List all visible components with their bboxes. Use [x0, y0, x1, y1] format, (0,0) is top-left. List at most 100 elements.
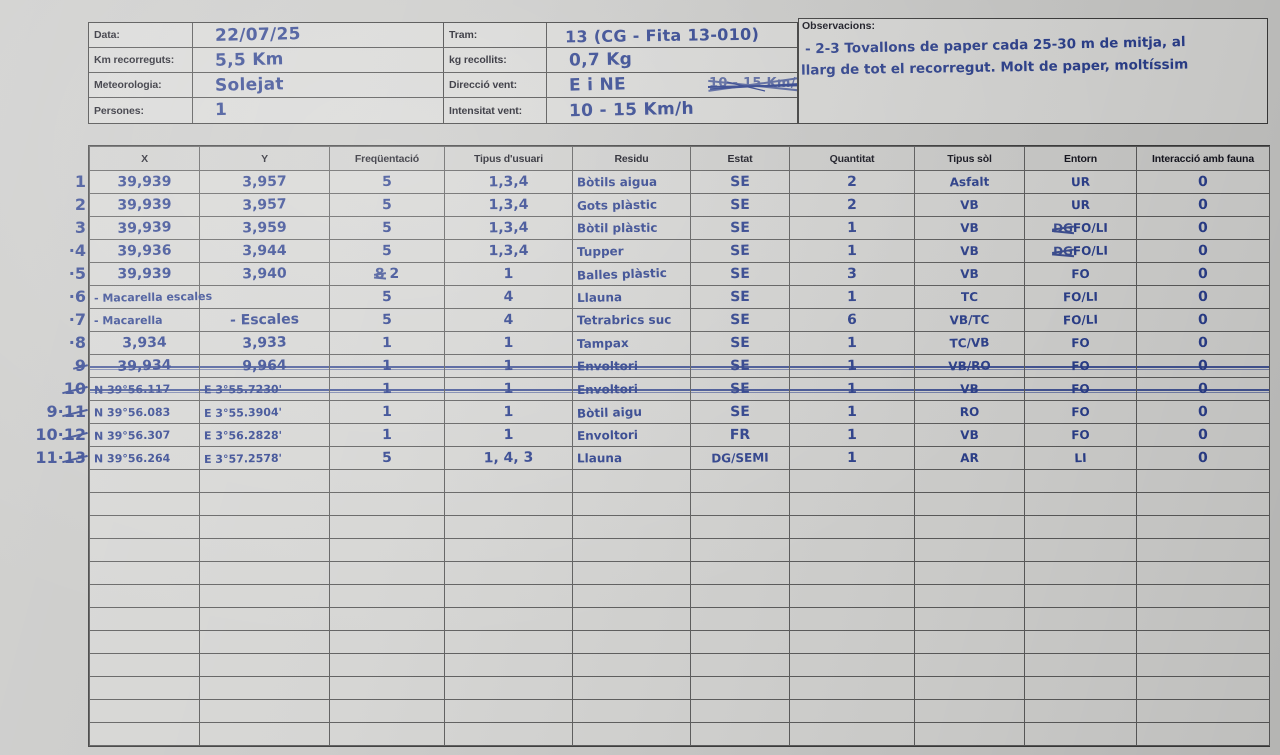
- header-row-intensitat-vent: Persones: 1 Intensitat vent: 10 - 15 Km/…: [89, 98, 797, 123]
- cell-quantitat-text: 1: [847, 449, 857, 466]
- cell-entorn-text: FO: [1071, 358, 1090, 373]
- table-row-empty: [89, 561, 1270, 585]
- cell-empty: [1136, 630, 1270, 654]
- cell-tipus-usuari: 1: [444, 262, 573, 286]
- cell-empty: [1024, 676, 1137, 700]
- cell-empty: [914, 676, 1025, 700]
- cell-quantitat: 1: [789, 446, 915, 470]
- cell-empty: [572, 722, 691, 746]
- cell-x-text: N 39°56.264: [93, 451, 171, 465]
- cell-x: N 39°56.117 10: [64, 377, 200, 401]
- handwritten-persones-value: 1: [214, 99, 228, 121]
- cell-estat-text: SE: [729, 242, 751, 259]
- cell-y: 3,959: [199, 216, 330, 240]
- cell-frequentacio: 1: [329, 331, 445, 355]
- cell-frequentacio-text: 5: [381, 288, 393, 305]
- cell-interaccio-fauna: 0: [1136, 216, 1270, 240]
- cell-estat: SE: [690, 216, 790, 240]
- cell-entorn-text: LI: [1074, 450, 1087, 465]
- cell-estat: SE: [690, 170, 790, 194]
- cell-frequentacio-text: 5: [381, 242, 393, 259]
- cell-empty: [1136, 607, 1270, 631]
- row-number: ·5: [68, 264, 86, 283]
- cell-quantitat-text: 1: [846, 288, 858, 305]
- cell-interaccio-fauna-text: 0: [1197, 311, 1209, 328]
- observations-line-1: - 2-3 Tovallons de paper cada 25-30 m de…: [804, 34, 1186, 58]
- cell-residu: Bòtils aigua: [572, 170, 691, 194]
- handwritten-kg-value: 0,7 Kg: [568, 49, 633, 71]
- cell-empty: [444, 630, 573, 654]
- cell-interaccio-fauna-text: 0: [1197, 449, 1209, 466]
- cell-estat-text: SE: [730, 219, 750, 236]
- cell-interaccio-fauna-text: 0: [1197, 288, 1209, 305]
- table-row-empty: [89, 630, 1270, 654]
- cell-x: 3,934 ·8: [69, 331, 200, 355]
- cell-estat-text: SE: [730, 334, 750, 351]
- cell-empty: [572, 538, 691, 562]
- cell-empty: [914, 607, 1025, 631]
- cell-empty: [329, 492, 445, 516]
- cell-tipus-usuari-text: 1: [503, 334, 514, 351]
- cell-empty: [444, 515, 573, 539]
- cell-empty: [1024, 515, 1137, 539]
- form-header-block: Data: 22/07/25 Tram: 13 (CG - Fita 13-01…: [88, 22, 798, 124]
- cell-entorn-text: UR: [1070, 197, 1091, 212]
- cell-empty: [1136, 561, 1270, 585]
- col-header-quantitat: Quantitat: [789, 146, 915, 171]
- cell-frequentacio: 5: [329, 239, 445, 263]
- cell-interaccio-fauna-text: 0: [1197, 265, 1209, 282]
- cell-tipus-usuari-text: 1, 4, 3: [483, 449, 534, 466]
- cell-empty: [572, 584, 691, 608]
- cell-empty: [1136, 653, 1270, 677]
- cell-tipus-sol-text: VB: [960, 427, 979, 442]
- col-header-interaccio-fauna: Interacció amb fauna: [1136, 146, 1270, 171]
- cell-x-text: 39,939: [117, 196, 172, 213]
- cell-empty: [444, 607, 573, 631]
- cell-interaccio-fauna-text: 0: [1198, 196, 1208, 213]
- cell-entorn: FO: [1024, 354, 1137, 378]
- cell-tipus-usuari-text: 1: [503, 403, 514, 420]
- cell-tipus-usuari-text: 1: [503, 265, 514, 282]
- handwritten-data-value: 22/07/25: [214, 24, 301, 46]
- cell-tipus-sol-text: VB: [960, 243, 979, 258]
- handwritten-tram-value: 13 (CG - Fita 13-010): [564, 24, 760, 47]
- cell-x: 39,939 2: [75, 193, 200, 217]
- cell-y-text: E 3°55.3904': [203, 405, 283, 420]
- cell-residu: Envoltori: [572, 377, 691, 401]
- cell-estat: FR: [690, 423, 790, 447]
- cell-empty: [690, 538, 790, 562]
- cell-estat-text: DG/SEMI: [711, 449, 769, 466]
- cell-quantitat: 1: [789, 354, 915, 378]
- cell-empty: [444, 469, 573, 493]
- header-row-data: Data: 22/07/25 Tram: 13 (CG - Fita 13-01…: [89, 23, 797, 48]
- cell-x: - Macarella escales ·6: [69, 285, 212, 309]
- cell-empty: [89, 538, 200, 562]
- cell-tipus-sol-text: VB/TC: [949, 312, 990, 327]
- cell-estat-text: SE: [730, 196, 750, 213]
- cell-residu: Tetrabrics suc: [572, 308, 691, 332]
- cell-frequentacio: 5: [329, 170, 445, 194]
- table-row-empty: [89, 676, 1270, 700]
- cell-empty: [89, 584, 200, 608]
- cell-empty: [89, 722, 200, 746]
- value-meteorologia: Solejat: [193, 73, 443, 97]
- cell-estat-text: SE: [730, 311, 750, 328]
- cell-quantitat: 6: [789, 308, 915, 332]
- cell-residu-text: Envoltori: [576, 427, 639, 443]
- cell-frequentacio-text: 1: [382, 403, 392, 420]
- cell-empty: [572, 515, 691, 539]
- cell-empty: [690, 561, 790, 585]
- handwritten-meteorologia-value: Solejat: [214, 74, 285, 96]
- cell-empty: [444, 538, 573, 562]
- cell-entorn: FO: [1024, 377, 1137, 401]
- cell-x-text: N 39°56.307: [93, 428, 171, 443]
- cell-residu-text: Tampax: [576, 335, 629, 351]
- cell-empty: [89, 699, 200, 723]
- cell-quantitat: 1: [789, 423, 915, 447]
- cell-interaccio-fauna-text: 0: [1198, 334, 1208, 351]
- cell-tipus-sol-text: VB: [960, 266, 979, 281]
- observations-line-2: llarg de tot el recorregut. Molt de pape…: [800, 56, 1189, 79]
- observations-block: Observacions: - 2-3 Tovallons de paper c…: [798, 18, 1268, 124]
- cell-empty: [789, 492, 915, 516]
- cell-empty: [329, 722, 445, 746]
